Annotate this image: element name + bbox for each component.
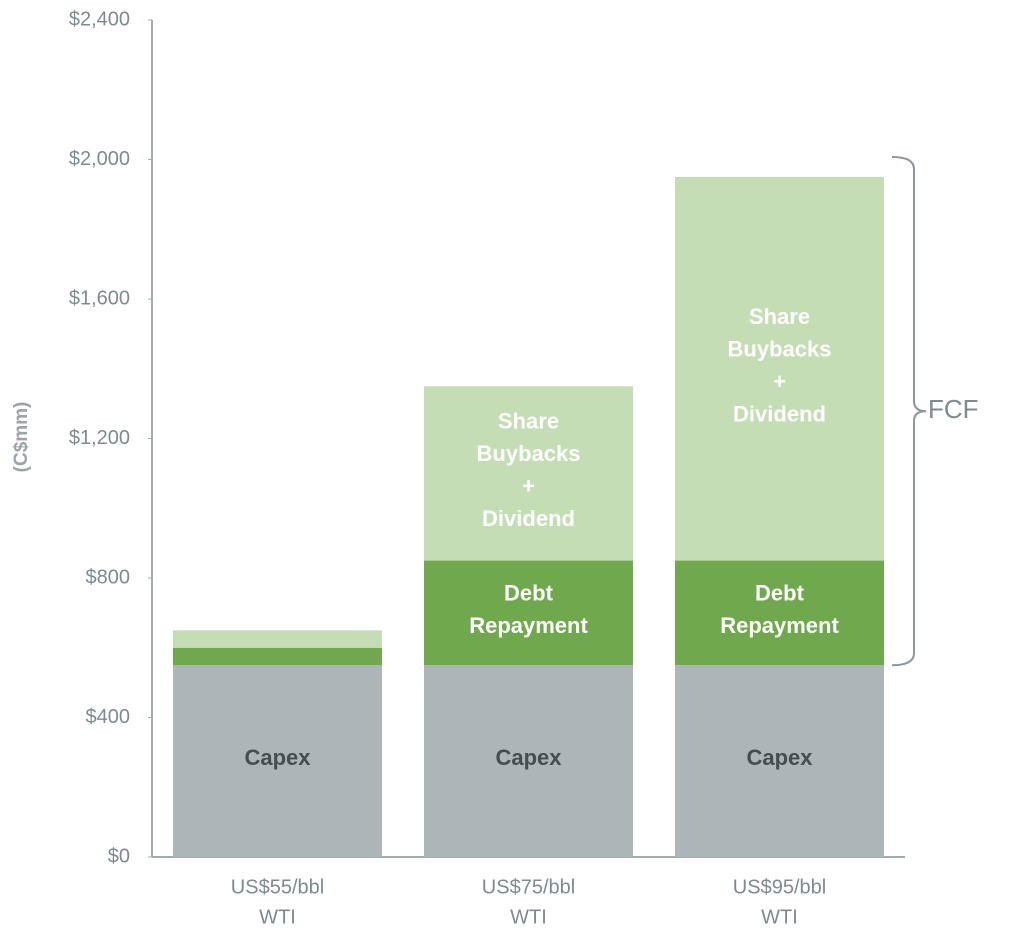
bar-segment [424, 560, 633, 666]
bar-segment [675, 176, 884, 561]
y-tick-label: $2,000 [69, 148, 130, 170]
y-tick-label: $1,200 [69, 427, 130, 449]
y-axis-label: (C$mm) [11, 402, 32, 473]
segment-label: Capex [746, 745, 813, 770]
x-tick-label: WTI [510, 906, 547, 928]
bar-segment [424, 386, 633, 561]
bar-segment [173, 647, 382, 666]
segment-label: Buybacks [477, 441, 581, 466]
bar-segment [173, 630, 382, 648]
y-tick-label: $400 [86, 706, 131, 728]
y-tick-label: $800 [86, 566, 131, 588]
x-tick-label: US$55/bbl [231, 876, 324, 898]
y-tick-label: $2,400 [69, 8, 130, 30]
x-tick-label: US$75/bbl [482, 876, 575, 898]
segment-label: Repayment [469, 613, 588, 638]
segment-label: Share [749, 304, 810, 329]
segment-label: Repayment [720, 613, 839, 638]
bar-segment [675, 560, 884, 666]
segment-label: Buybacks [728, 336, 832, 361]
bar-segment [173, 665, 382, 857]
x-tick-label: US$95/bbl [733, 876, 826, 898]
segment-label: Debt [755, 580, 805, 605]
x-tick-label: WTI [259, 906, 296, 928]
segment-label: + [773, 369, 786, 394]
segment-label: Debt [504, 580, 554, 605]
segment-label: Capex [495, 745, 562, 770]
y-tick-label: $1,600 [69, 287, 130, 309]
segment-label: Capex [244, 745, 311, 770]
x-tick-label: WTI [761, 906, 798, 928]
segment-label: Share [498, 408, 559, 433]
bar-segment [424, 665, 633, 857]
segment-label: Dividend [482, 506, 575, 531]
annotation: FCF [928, 394, 979, 424]
segment-label: Dividend [733, 401, 826, 426]
segment-label: + [522, 473, 535, 498]
fcf-brace [891, 156, 927, 667]
y-tick-label: $0 [108, 845, 130, 867]
bar-segment [675, 665, 884, 857]
